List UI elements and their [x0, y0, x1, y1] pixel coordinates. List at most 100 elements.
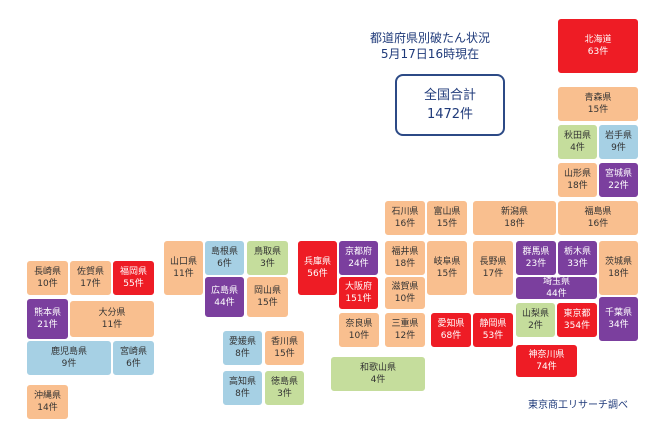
title-line-1: 都道府県別破たん状況: [369, 31, 490, 45]
prefecture-count: 18件: [567, 181, 588, 191]
prefecture-tile: 静岡県 53件: [472, 312, 514, 348]
prefecture-tile: 宮崎県 6件: [112, 340, 155, 376]
prefecture-name: 栃木県: [563, 247, 591, 257]
prefecture-count: 44件: [214, 298, 235, 308]
prefecture-count: 8件: [235, 349, 250, 359]
national-total-box: 全国合計 1472件: [395, 74, 505, 136]
prefecture-name: 青森県: [584, 93, 612, 103]
prefecture-tile: 佐賀県 17件: [69, 260, 112, 296]
prefecture-count: 4件: [370, 375, 386, 385]
prefecture-tile: 東京都 354件: [556, 302, 598, 338]
prefecture-tile: 石川県 16件: [384, 200, 426, 236]
prefecture-tile: 岡山県 15件: [246, 276, 289, 318]
prefecture-name: 茨城県: [604, 257, 632, 267]
prefecture-tile: 茨城県 18件: [598, 240, 639, 296]
prefecture-name: 鳥取県: [253, 247, 281, 257]
prefecture-name: 新潟県: [500, 207, 528, 217]
prefecture-tile: 埼玉県 44件: [515, 276, 598, 300]
prefecture-name: 群馬県: [522, 247, 550, 257]
prefecture-name: 福井県: [391, 247, 419, 257]
prefecture-count: 33件: [567, 259, 588, 269]
prefecture-name: 長野県: [479, 257, 507, 267]
prefecture-name: 富山県: [433, 207, 461, 217]
prefecture-count: 22件: [608, 181, 629, 191]
prefecture-name: 広島県: [210, 286, 238, 296]
prefecture-name: 佐賀県: [76, 267, 104, 277]
prefecture-count: 68件: [440, 331, 462, 341]
prefecture-count: 18件: [504, 219, 525, 229]
prefecture-tile: 富山県 15件: [426, 200, 468, 236]
prefecture-count: 15件: [436, 219, 458, 229]
prefecture-count: 74件: [536, 362, 557, 372]
prefecture-tile: 岐阜県 15件: [426, 240, 468, 296]
prefecture-tile: 兵庫県 56件: [297, 240, 338, 296]
prefecture-name: 熊本県: [33, 308, 61, 318]
prefecture-name: 北海道: [584, 35, 612, 45]
prefecture-name: 奈良県: [345, 319, 373, 329]
prefecture-name: 岡山県: [253, 286, 281, 296]
prefecture-count: 12件: [394, 331, 416, 341]
prefecture-name: 沖縄県: [33, 391, 61, 401]
prefecture-count: 21件: [37, 320, 58, 330]
total-value: 1472件: [426, 107, 474, 122]
prefecture-count: 34件: [608, 320, 629, 330]
prefecture-tile: 滋賀県 10件: [384, 276, 426, 310]
prefecture-name: 山梨県: [521, 309, 549, 319]
prefecture-count: 23件: [525, 259, 547, 269]
prefecture-count: 18件: [608, 269, 629, 279]
prefecture-count: 63件: [587, 47, 609, 57]
prefecture-tile: 熊本県 21件: [26, 298, 69, 340]
prefecture-count: 354件: [563, 321, 591, 331]
prefecture-count: 11件: [173, 269, 194, 279]
prefecture-count: 9件: [611, 143, 626, 153]
prefecture-count: 6件: [217, 259, 232, 269]
prefecture-name: 兵庫県: [303, 257, 331, 267]
prefecture-tile: 福岡県 55件: [112, 260, 155, 296]
prefecture-name: 徳島県: [270, 377, 298, 387]
prefecture-count: 44件: [546, 289, 567, 299]
prefecture-tile: 愛知県 68件: [430, 312, 472, 348]
prefecture-name: 鹿児島県: [50, 347, 87, 357]
prefecture-name: 香川県: [270, 337, 298, 347]
prefecture-tile: 新潟県 18件: [472, 200, 557, 236]
prefecture-tile: 秋田県 4件: [557, 124, 598, 160]
prefecture-tile: 広島県 44件: [204, 276, 245, 318]
prefecture-count: 15件: [274, 349, 295, 359]
prefecture-tile: 山口県 11件: [163, 240, 204, 296]
prefecture-tile: 岩手県 9件: [598, 124, 639, 160]
prefecture-count: 17件: [482, 269, 504, 279]
prefecture-count: 6件: [126, 359, 141, 369]
prefecture-tile: 島根県 6件: [204, 240, 245, 276]
prefecture-name: 長崎県: [33, 267, 61, 277]
prefecture-tile: 栃木県 33件: [557, 240, 598, 276]
prefecture-tile: 大阪府 151件: [338, 276, 379, 310]
prefecture-name: 愛知県: [437, 319, 465, 329]
prefecture-name: 愛媛県: [228, 337, 256, 347]
prefecture-tile: 群馬県 23件: [515, 240, 557, 276]
prefecture-count: 151件: [345, 294, 372, 304]
prefecture-name: 宮城県: [604, 169, 632, 179]
prefecture-count: 2件: [528, 321, 543, 331]
prefecture-tile: 福井県 18件: [384, 240, 426, 276]
prefecture-tile: 鳥取県 3件: [246, 240, 289, 276]
prefecture-count: 53件: [482, 331, 504, 341]
prefecture-count: 10件: [37, 279, 58, 289]
prefecture-name: 山口県: [169, 257, 197, 267]
prefecture-count: 16件: [587, 219, 609, 229]
prefecture-name: 山形県: [563, 169, 591, 179]
source-credit: 東京商工リサーチ調べ: [528, 400, 628, 411]
prefecture-name: 岩手県: [604, 131, 632, 141]
prefecture-name: 島根県: [210, 247, 238, 257]
prefecture-tile: 高知県 8件: [222, 370, 263, 406]
prefecture-count: 15件: [257, 298, 278, 308]
prefecture-count: 17件: [80, 279, 101, 289]
prefecture-name: 大阪府: [344, 282, 372, 292]
prefecture-name: 福島県: [584, 207, 612, 217]
prefecture-tile: 長崎県 10件: [26, 260, 69, 296]
prefecture-tile: 北海道 63件: [557, 18, 639, 74]
prefecture-count: 15件: [587, 105, 609, 115]
prefecture-tile: 京都府 24件: [338, 240, 379, 276]
prefecture-name: 神奈川県: [528, 350, 565, 360]
prefecture-name: 秋田県: [563, 131, 591, 141]
prefecture-tile: 愛媛県 8件: [222, 330, 263, 366]
